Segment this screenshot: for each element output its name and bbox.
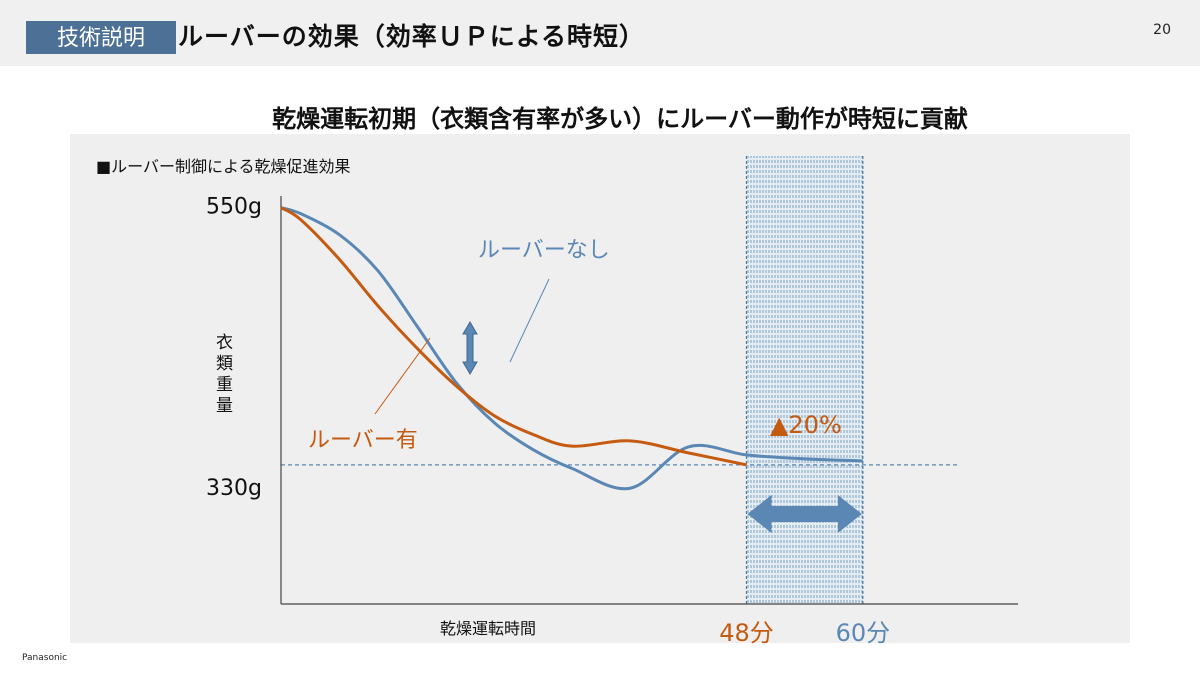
brand-logo: Panasonic	[22, 653, 68, 663]
x-tick-label: 60分	[836, 619, 891, 647]
y-axis-label: 衣類重量	[212, 333, 233, 417]
difference-arrow	[462, 321, 478, 375]
time-saving-band	[746, 156, 863, 604]
series-louver-off-line	[280, 206, 863, 491]
section-tag: 技術説明	[26, 21, 176, 54]
series-louver-on-line	[280, 206, 747, 467]
reduction-label: ▲20%	[770, 411, 842, 439]
callout-leader-louver-on	[374, 337, 431, 415]
slide-title: ルーバーの効果（効率ＵＰによる時短）	[178, 22, 646, 51]
callout-leader-louver-off	[509, 278, 550, 363]
y-tick-label: 330g	[206, 476, 262, 501]
series-label-louver-on: ルーバー有	[308, 428, 418, 453]
x-axis-label: 乾燥運転時間	[440, 619, 536, 638]
page-number: 20	[1153, 22, 1171, 38]
y-tick-label: 550g	[206, 195, 262, 220]
x-tick-label: 48分	[719, 619, 774, 647]
chart-panel	[70, 134, 1130, 643]
chart-title: ■ルーバー制御による乾燥促進効果	[96, 157, 350, 176]
series-label-louver-off: ルーバーなし	[478, 238, 610, 263]
slide-subtitle: 乾燥運転初期（衣類含有率が多い）にルーバー動作が時短に貢献	[272, 105, 968, 133]
time-saving-arrow	[747, 495, 862, 533]
header-bar	[0, 0, 1200, 66]
